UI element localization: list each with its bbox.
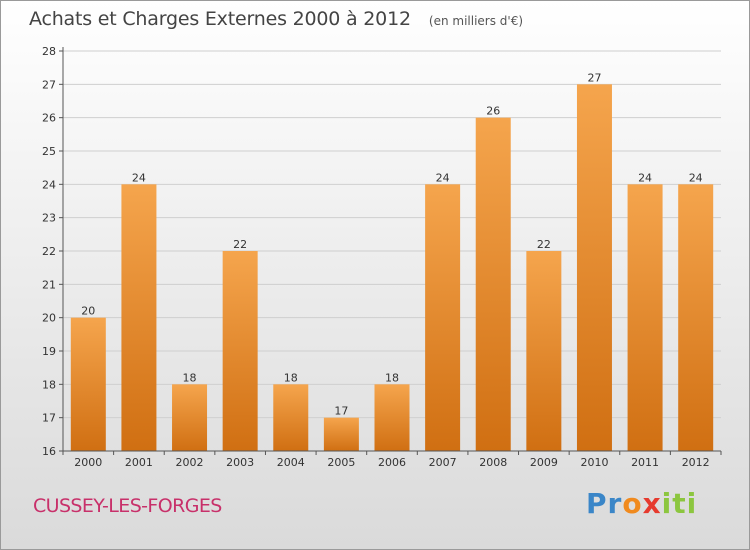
logo-letter: P bbox=[586, 487, 608, 520]
x-tick-label: 2012 bbox=[682, 456, 710, 469]
bar-value-label: 22 bbox=[537, 238, 551, 251]
y-tick-label: 23 bbox=[42, 212, 56, 225]
bar-value-label: 18 bbox=[385, 371, 399, 384]
y-tick-label: 20 bbox=[42, 312, 56, 325]
bar-2000 bbox=[70, 317, 106, 451]
x-tick-label: 2003 bbox=[226, 456, 254, 469]
bar-2004 bbox=[273, 384, 309, 451]
x-tick-label: 2001 bbox=[125, 456, 153, 469]
x-tick-label: 2010 bbox=[580, 456, 608, 469]
x-tick-label: 2007 bbox=[429, 456, 457, 469]
bar-2002 bbox=[172, 384, 208, 451]
bar-value-label: 27 bbox=[587, 71, 601, 84]
y-tick-label: 21 bbox=[42, 278, 56, 291]
proxiti-logo: Proxiti bbox=[586, 487, 697, 520]
y-tick-label: 16 bbox=[42, 445, 56, 458]
bar-value-label: 24 bbox=[132, 171, 146, 184]
bar-2003 bbox=[222, 251, 258, 451]
bar-value-label: 24 bbox=[436, 171, 450, 184]
bar-value-label: 18 bbox=[183, 371, 197, 384]
bar-2007 bbox=[425, 184, 461, 452]
x-tick-label: 2000 bbox=[74, 456, 102, 469]
logo-letter: i bbox=[686, 487, 698, 520]
y-tick-label: 18 bbox=[42, 378, 56, 391]
x-tick-label: 2002 bbox=[176, 456, 204, 469]
bars: 20 24 18 22 18 17 18 24 26 22 27 24 24 bbox=[70, 71, 714, 452]
bar-value-label: 22 bbox=[233, 238, 247, 251]
y-tick-label: 17 bbox=[42, 412, 56, 425]
bar-value-label: 20 bbox=[81, 305, 95, 318]
bar-value-label: 24 bbox=[689, 171, 703, 184]
bar-2006 bbox=[374, 384, 410, 451]
logo-letter: t bbox=[672, 487, 687, 520]
axes: 16 17 18 19 20 21 22 23 24 25 26 27 28 2000 2001 2002 20… bbox=[42, 45, 722, 469]
town-name: CUSSEY-LES-FORGES bbox=[33, 495, 222, 517]
chart-title: Achats et Charges Externes 2000 à 2012 (… bbox=[29, 8, 523, 30]
bar-2005 bbox=[323, 417, 359, 451]
bar-value-label: 17 bbox=[334, 405, 348, 418]
y-tick-label: 22 bbox=[42, 245, 56, 258]
bar-2012 bbox=[678, 184, 714, 452]
bar-2001 bbox=[121, 184, 157, 452]
bar-2011 bbox=[627, 184, 663, 452]
bar-2010 bbox=[576, 84, 612, 451]
x-tick-label: 2008 bbox=[479, 456, 507, 469]
y-tick-label: 27 bbox=[42, 78, 56, 91]
bar-value-label: 26 bbox=[486, 105, 500, 118]
y-tick-label: 28 bbox=[42, 45, 56, 58]
y-tick-label: 19 bbox=[42, 345, 56, 358]
y-tick-label: 24 bbox=[42, 178, 56, 191]
logo-letter: i bbox=[661, 487, 673, 520]
logo-letter: x bbox=[642, 487, 662, 520]
x-tick-label: 2004 bbox=[277, 456, 305, 469]
bar-value-label: 24 bbox=[638, 171, 652, 184]
bar-2008 bbox=[475, 117, 511, 452]
chart-title-text: Achats et Charges Externes 2000 à 2012 bbox=[29, 8, 411, 30]
bar-value-label: 18 bbox=[284, 371, 298, 384]
x-tick-label: 2006 bbox=[378, 456, 406, 469]
x-tick-label: 2011 bbox=[631, 456, 659, 469]
y-tick-label: 26 bbox=[42, 112, 56, 125]
logo-letter: o bbox=[622, 487, 643, 520]
bar-2009 bbox=[526, 251, 562, 451]
x-tick-label: 2009 bbox=[530, 456, 558, 469]
y-tick-label: 25 bbox=[42, 145, 56, 158]
logo-letter: r bbox=[607, 487, 623, 520]
chart-unit-label: (en milliers d'€) bbox=[428, 14, 524, 28]
x-tick-label: 2005 bbox=[327, 456, 355, 469]
